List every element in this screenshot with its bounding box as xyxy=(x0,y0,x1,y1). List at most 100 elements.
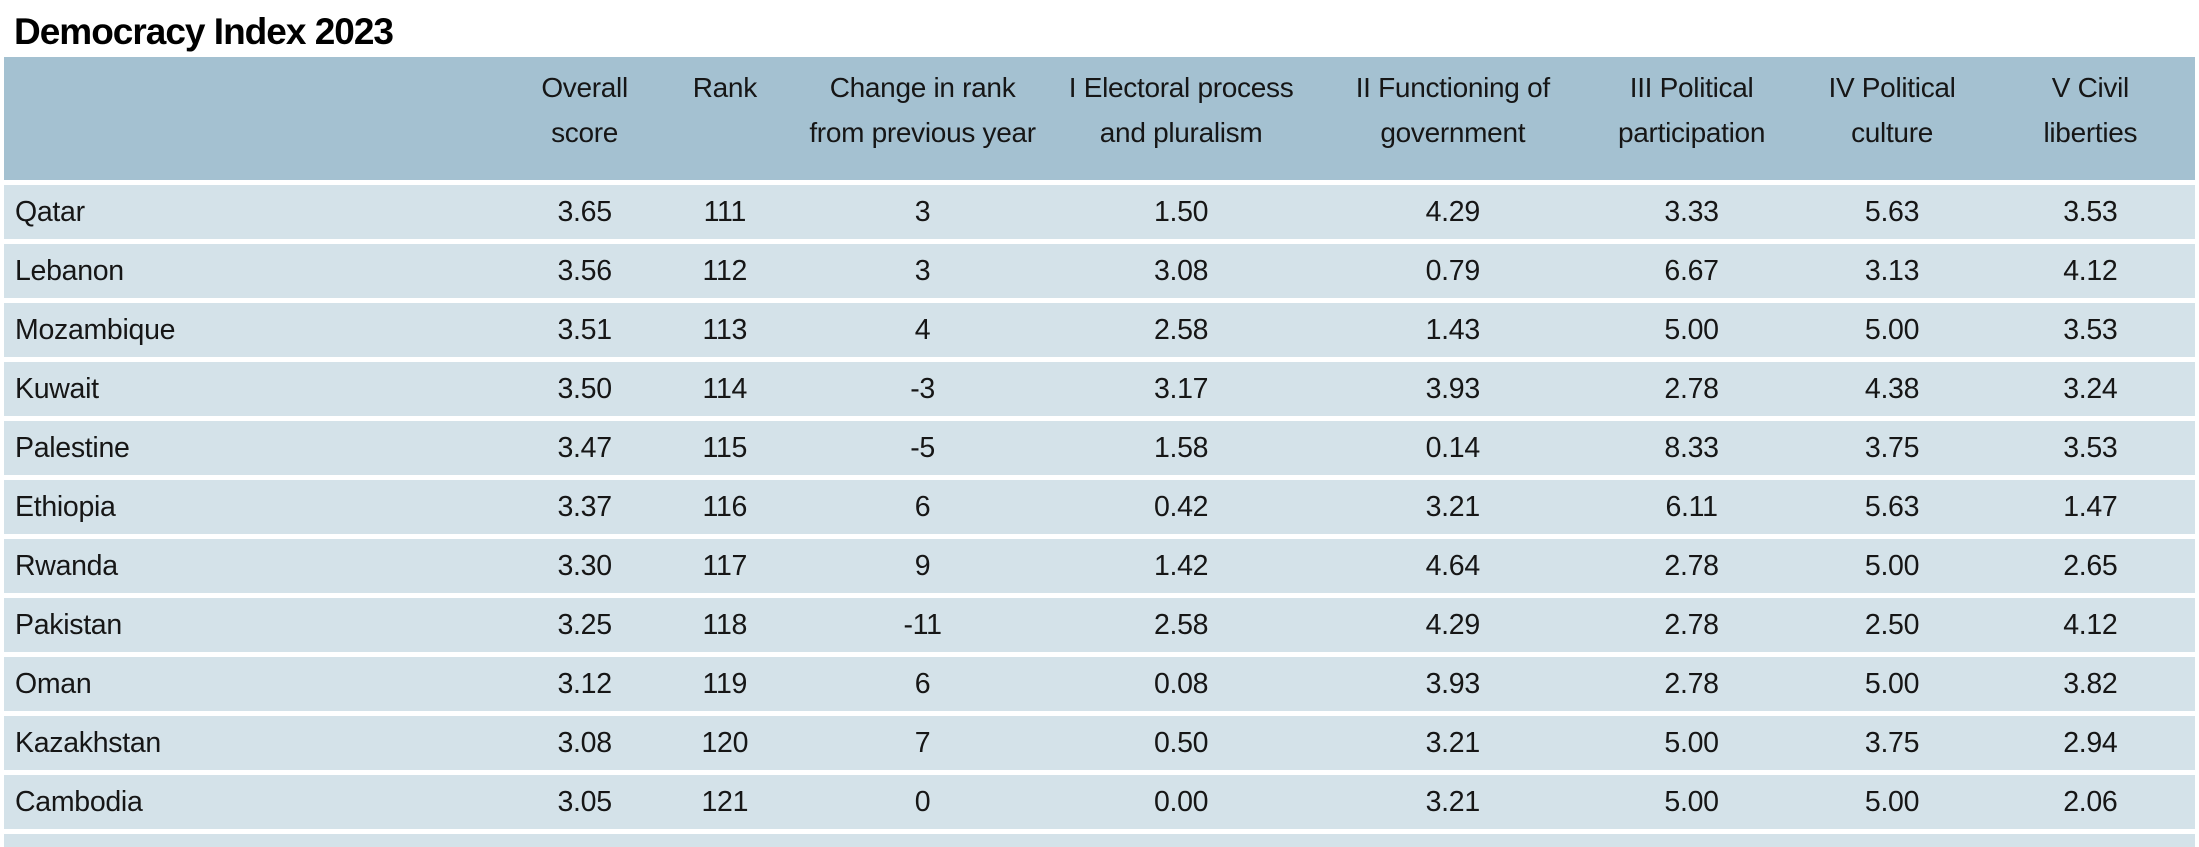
cell-civil-liberties: 3.53 xyxy=(1985,185,2195,239)
cell-rank: 117 xyxy=(645,539,804,593)
col-header-political-culture: IV Political culture xyxy=(1798,57,1986,180)
cell-political-culture: 3.75 xyxy=(1798,716,1986,770)
cell-overall-score: 3.12 xyxy=(523,657,646,711)
header-line-1: Rank xyxy=(692,72,757,103)
cell-rank: 120 xyxy=(645,716,804,770)
cell-civil-liberties: 3.53 xyxy=(1985,303,2195,357)
header-line-2: from previous year xyxy=(809,117,1036,148)
header-line-1: II Functioning of xyxy=(1355,72,1550,103)
cell-political-participation: 2.78 xyxy=(1584,539,1799,593)
col-header-change-in-rank: Change in rank from previous year xyxy=(803,57,1042,180)
cell-change-in-rank: -3 xyxy=(803,362,1042,416)
cell-rank: 114 xyxy=(645,362,804,416)
cell-political-participation: 2.78 xyxy=(1584,362,1799,416)
cell-civil-liberties: 3.24 xyxy=(1985,362,2195,416)
table-body: Qatar 3.65 111 3 1.50 4.29 3.33 5.63 3.5… xyxy=(4,185,2195,829)
header-line-1: IV Political xyxy=(1828,72,1956,103)
cell-political-culture: 3.13 xyxy=(1798,244,1986,298)
cell-electoral-process: 3.08 xyxy=(1041,244,1321,298)
cell-change-in-rank: 9 xyxy=(803,539,1042,593)
cell-political-culture: 5.63 xyxy=(1798,480,1986,534)
header-line-2: participation xyxy=(1618,117,1766,148)
cell-overall-score: 3.65 xyxy=(523,185,646,239)
cell-country: Mozambique xyxy=(4,303,524,357)
cell-rank: 115 xyxy=(645,421,804,475)
header-line-1: Change in rank xyxy=(829,72,1016,103)
cell-electoral-process: 2.58 xyxy=(1041,303,1321,357)
cell-civil-liberties: 3.82 xyxy=(1985,657,2195,711)
cell-change-in-rank: -5 xyxy=(803,421,1042,475)
cell-functioning-of-government: 4.29 xyxy=(1320,598,1585,652)
cell-rank: 121 xyxy=(645,775,804,829)
cell-functioning-of-government: 3.21 xyxy=(1320,775,1585,829)
cell-political-participation: 8.33 xyxy=(1584,421,1799,475)
table-row: Lebanon 3.56 112 3 3.08 0.79 6.67 3.13 4… xyxy=(4,244,2195,298)
cell-overall-score: 3.47 xyxy=(523,421,646,475)
cell-political-participation: 3.33 xyxy=(1584,185,1799,239)
cell-overall-score: 3.37 xyxy=(523,480,646,534)
cell-civil-liberties: 1.47 xyxy=(1985,480,2195,534)
cell-civil-liberties: 4.12 xyxy=(1985,244,2195,298)
cell-country: Pakistan xyxy=(4,598,524,652)
header-line-2: culture xyxy=(1851,117,1934,148)
cell-country: Oman xyxy=(4,657,524,711)
cell-civil-liberties: 2.65 xyxy=(1985,539,2195,593)
table-header: Overall score Rank Change in rank from p… xyxy=(4,57,2195,180)
cell-political-culture: 5.00 xyxy=(1798,303,1986,357)
cell-electoral-process: 2.58 xyxy=(1041,598,1321,652)
cell-electoral-process: 0.42 xyxy=(1041,480,1321,534)
cell-electoral-process: 0.08 xyxy=(1041,657,1321,711)
cell-political-participation: 2.78 xyxy=(1584,657,1799,711)
header-line-1: Overall xyxy=(541,72,628,103)
cell-functioning-of-government: 4.64 xyxy=(1320,539,1585,593)
header-line-2: government xyxy=(1380,117,1526,148)
table-row: Rwanda 3.30 117 9 1.42 4.64 2.78 5.00 2.… xyxy=(4,539,2195,593)
table-row: Qatar 3.65 111 3 1.50 4.29 3.33 5.63 3.5… xyxy=(4,185,2195,239)
cell-political-participation: 5.00 xyxy=(1584,775,1799,829)
table-row: Kazakhstan 3.08 120 7 0.50 3.21 5.00 3.7… xyxy=(4,716,2195,770)
cell-functioning-of-government: 3.93 xyxy=(1320,657,1585,711)
cell-functioning-of-government: 0.14 xyxy=(1320,421,1585,475)
cell-change-in-rank: 6 xyxy=(803,480,1042,534)
cell-overall-score: 3.05 xyxy=(523,775,646,829)
cell-political-culture: 5.00 xyxy=(1798,657,1986,711)
col-header-political-participation: III Political participation xyxy=(1584,57,1799,180)
cell-overall-score: 3.51 xyxy=(523,303,646,357)
cell-electoral-process: 3.17 xyxy=(1041,362,1321,416)
cell-political-participation: 5.00 xyxy=(1584,303,1799,357)
cell-functioning-of-government: 4.29 xyxy=(1320,185,1585,239)
cell-functioning-of-government: 1.43 xyxy=(1320,303,1585,357)
cell-functioning-of-government: 3.21 xyxy=(1320,480,1585,534)
header-row: Overall score Rank Change in rank from p… xyxy=(4,57,2195,180)
cell-change-in-rank: 4 xyxy=(803,303,1042,357)
table-row: Mozambique 3.51 113 4 2.58 1.43 5.00 5.0… xyxy=(4,303,2195,357)
cell-rank: 112 xyxy=(645,244,804,298)
cell-overall-score: 3.30 xyxy=(523,539,646,593)
cell-electoral-process: 0.00 xyxy=(1041,775,1321,829)
cell-political-participation: 6.11 xyxy=(1584,480,1799,534)
header-line-2: liberties xyxy=(2043,117,2138,148)
cell-change-in-rank: 3 xyxy=(803,244,1042,298)
cell-political-culture: 4.38 xyxy=(1798,362,1986,416)
cell-overall-score: 3.56 xyxy=(523,244,646,298)
cell-change-in-rank: 3 xyxy=(803,185,1042,239)
cell-electoral-process: 0.50 xyxy=(1041,716,1321,770)
cell-country: Kazakhstan xyxy=(4,716,524,770)
cell-political-participation: 5.00 xyxy=(1584,716,1799,770)
col-header-civil-liberties: V Civil liberties xyxy=(1985,57,2195,180)
cell-electoral-process: 1.58 xyxy=(1041,421,1321,475)
col-header-country xyxy=(4,57,524,180)
cell-civil-liberties: 3.53 xyxy=(1985,421,2195,475)
cell-change-in-rank: 7 xyxy=(803,716,1042,770)
cell-functioning-of-government: 3.21 xyxy=(1320,716,1585,770)
cell-political-participation: 2.78 xyxy=(1584,598,1799,652)
table-row: Oman 3.12 119 6 0.08 3.93 2.78 5.00 3.82 xyxy=(4,657,2195,711)
cell-rank: 111 xyxy=(645,185,804,239)
cell-electoral-process: 1.42 xyxy=(1041,539,1321,593)
header-line-2: score xyxy=(551,117,619,148)
cell-political-participation: 6.67 xyxy=(1584,244,1799,298)
header-line-1: V Civil xyxy=(2051,72,2130,103)
cell-change-in-rank: 0 xyxy=(803,775,1042,829)
cell-political-culture: 3.75 xyxy=(1798,421,1986,475)
